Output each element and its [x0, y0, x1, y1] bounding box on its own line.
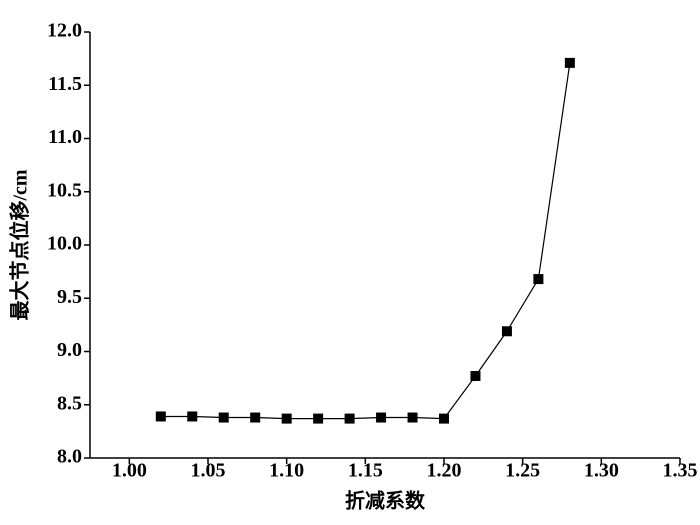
y-tick-label: 10.0	[47, 233, 82, 255]
y-tick-label: 12.0	[47, 20, 82, 42]
y-tick-label: 9.0	[57, 339, 82, 361]
data-point	[376, 412, 387, 423]
y-tick-label: 11.0	[48, 126, 82, 148]
x-tick-label: 1.30	[584, 460, 619, 482]
data-point	[533, 274, 544, 285]
data-point	[407, 412, 418, 423]
y-tick-label: 8.5	[57, 392, 82, 414]
y-tick-label: 8.0	[57, 446, 82, 468]
data-point	[218, 412, 229, 423]
data-point	[187, 411, 198, 422]
data-point	[344, 413, 355, 424]
x-tick-label: 1.15	[348, 460, 383, 482]
data-point	[470, 370, 481, 381]
x-tick-label: 1.10	[269, 460, 304, 482]
data-point	[564, 57, 575, 68]
x-axis-label: 折减系数	[345, 489, 426, 513]
y-tick-label: 9.5	[57, 286, 82, 308]
data-line	[160, 62, 571, 420]
x-tick-label: 1.35	[663, 460, 698, 482]
x-tick-label: 1.25	[505, 460, 540, 482]
data-point	[439, 413, 449, 424]
data-point	[155, 411, 166, 422]
x-tick-label: 1.20	[427, 460, 462, 482]
data-point	[281, 413, 292, 424]
data-point	[501, 326, 512, 337]
y-tick-label: 11.5	[48, 73, 82, 95]
y-tick-label: 10.5	[47, 179, 82, 201]
x-tick-label: 1.00	[112, 460, 147, 482]
data-point	[250, 412, 261, 423]
x-tick-label: 1.05	[191, 460, 226, 482]
data-point	[313, 413, 324, 424]
y-axis-label: 最大节点位移/cm	[8, 169, 32, 320]
